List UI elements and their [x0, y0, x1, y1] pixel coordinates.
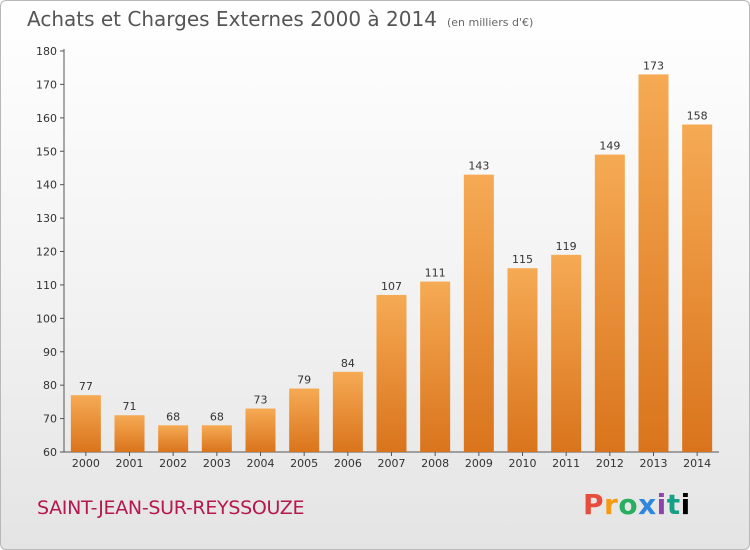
value-label-2005: 79: [297, 374, 311, 387]
logo-letter: r: [604, 488, 619, 521]
value-label-2001: 71: [123, 400, 137, 413]
x-tick-label: 2000: [72, 457, 100, 470]
chart-title-row: Achats et Charges Externes 2000 à 2014 (e…: [27, 7, 533, 31]
bar-2011: [551, 254, 582, 452]
x-tick-label: 2003: [203, 457, 231, 470]
y-tick-label: 80: [43, 379, 57, 392]
bar-2002: [158, 425, 189, 452]
logo-letter: P: [583, 488, 605, 521]
y-tick-label: 60: [43, 446, 57, 459]
x-tick-label: 2004: [247, 457, 275, 470]
value-label-2012: 149: [599, 140, 620, 153]
value-label-2002: 68: [166, 410, 180, 423]
y-tick-label: 90: [43, 346, 57, 359]
bar-2001: [114, 415, 145, 452]
logo-letter: i: [656, 488, 667, 521]
value-label-2000: 77: [79, 380, 93, 393]
value-label-2011: 119: [556, 240, 577, 253]
bar-2010: [507, 268, 538, 452]
bar-2006: [332, 371, 363, 452]
x-tick-label: 2010: [509, 457, 537, 470]
proxiti-logo: Proxiti: [583, 488, 691, 521]
value-label-2010: 115: [512, 253, 533, 266]
y-tick-label: 130: [36, 212, 57, 225]
bar-2007: [376, 294, 407, 452]
bar-2004: [245, 408, 276, 452]
y-tick-label: 150: [36, 145, 57, 158]
labels-group: 2000 77 2001 71 2002 68 2003 68 2004 73 2005 79 2006…: [72, 59, 711, 470]
unit-label: (en milliers d'€): [446, 16, 534, 29]
x-tick-label: 2006: [334, 457, 362, 470]
bar-2008: [420, 281, 451, 452]
x-tick-label: 2012: [596, 457, 624, 470]
y-tick-label: 160: [36, 112, 57, 125]
y-tick-label: 140: [36, 179, 57, 192]
value-label-2014: 158: [687, 110, 708, 123]
x-tick-label: 2005: [290, 457, 318, 470]
x-tick-label: 2013: [640, 457, 668, 470]
value-label-2006: 84: [341, 357, 355, 370]
bar-2005: [289, 388, 320, 452]
bars-group: [70, 74, 713, 453]
bar-2012: [594, 154, 625, 452]
value-label-2008: 111: [425, 267, 446, 280]
chart-title: Achats et Charges Externes 2000 à 2014: [27, 7, 437, 31]
logo-letter: o: [618, 488, 639, 521]
value-label-2007: 107: [381, 280, 402, 293]
x-tick-label: 2001: [116, 457, 144, 470]
x-tick-label: 2014: [683, 457, 711, 470]
value-label-2004: 73: [254, 394, 268, 407]
y-tick-label: 170: [36, 78, 57, 91]
x-tick-label: 2008: [421, 457, 449, 470]
logo-letter: i: [680, 488, 691, 521]
y-tick-label: 110: [36, 279, 57, 292]
x-tick-label: 2009: [465, 457, 493, 470]
value-label-2003: 68: [210, 410, 224, 423]
y-tick-label: 100: [36, 312, 57, 325]
x-tick-label: 2002: [159, 457, 187, 470]
logo-letter: x: [638, 488, 657, 521]
bar-2014: [682, 124, 713, 453]
value-label-2009: 143: [468, 160, 489, 173]
bar-2003: [201, 425, 232, 452]
bar-2009: [463, 174, 494, 452]
axes: 60 70 80 90 100 110 120 130 140 150 160 170 180: [36, 45, 719, 459]
logo-letter: t: [666, 488, 681, 521]
y-tick-label: 180: [36, 45, 57, 58]
y-tick-label: 70: [43, 413, 57, 426]
bar-2013: [638, 74, 669, 453]
bar-2000: [70, 395, 101, 452]
place-name: SAINT-JEAN-SUR-REYSSOUZE: [37, 497, 305, 519]
y-tick-label: 120: [36, 246, 57, 259]
x-tick-label: 2007: [378, 457, 406, 470]
value-label-2013: 173: [643, 59, 664, 72]
x-tick-label: 2011: [552, 457, 580, 470]
